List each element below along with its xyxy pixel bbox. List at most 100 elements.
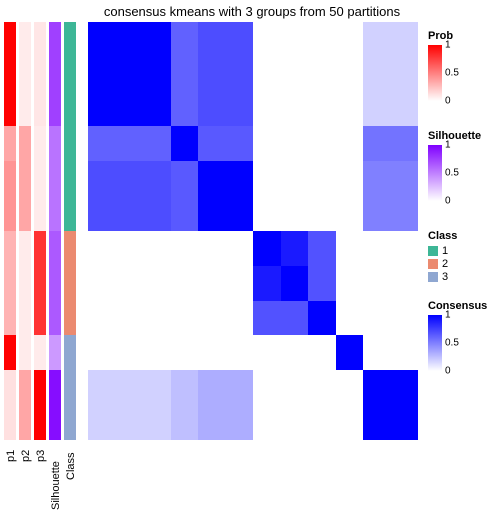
heatmap-cell [308,405,336,440]
heatmap-cell [143,266,171,301]
heatmap-cell [198,92,226,127]
heatmap-cell [88,370,116,405]
track-cell [64,92,76,127]
heatmap-cell [171,335,199,370]
legend-consensus: Consensus10.50 [428,300,500,371]
heatmap-cell [391,196,419,231]
heatmap-cell [253,405,281,440]
legend-title: Prob [428,30,500,42]
track-cell [64,57,76,92]
track-cell [64,22,76,57]
track-cell [64,126,76,161]
track-cell [19,301,31,336]
heatmap-cell [226,370,254,405]
track-cell [34,266,46,301]
track-cell [19,405,31,440]
heatmap-cell [308,161,336,196]
heatmap-cell [253,301,281,336]
heatmap-cell [363,335,391,370]
heatmap-cell [391,126,419,161]
heatmap-cell [281,161,309,196]
heatmap-cell [171,370,199,405]
heatmap-cell [363,370,391,405]
heatmap-cell [308,301,336,336]
heatmap-cell [171,301,199,336]
track-label-p2: p2 [20,450,32,462]
heatmap-cell [226,196,254,231]
heatmap-cell [198,126,226,161]
track-cell [4,126,16,161]
track-cell [19,92,31,127]
track-cell [49,405,61,440]
track-cell [4,370,16,405]
track-label-p3: p3 [35,450,47,462]
heatmap-cell [391,370,419,405]
heatmap-cell [116,22,144,57]
heatmap-cell [226,126,254,161]
heatmap-cell [88,57,116,92]
heatmap-cell [116,266,144,301]
legend-swatch [428,259,438,269]
heatmap-cell [363,126,391,161]
heatmap-cell [281,57,309,92]
heatmap-cell [308,335,336,370]
heatmap-cell [336,335,364,370]
legend-swatch [428,246,438,256]
track-cell [19,161,31,196]
heatmap-cell [308,196,336,231]
track-cell [49,57,61,92]
legend-ticks: 10.50 [445,315,475,371]
heatmap-cell [336,301,364,336]
track-cell [64,370,76,405]
track-cell [34,405,46,440]
track-cell [34,126,46,161]
track-cell [34,231,46,266]
consensus-heatmap [88,22,418,440]
heatmap-cell [226,266,254,301]
track-cell [19,335,31,370]
heatmap-cell [363,196,391,231]
track-cell [4,301,16,336]
track-p2 [19,22,31,440]
heatmap-cell [88,22,116,57]
heatmap-cell [116,92,144,127]
legend-gradient [428,145,442,201]
heatmap-cell [391,301,419,336]
heatmap-cell [88,196,116,231]
track-cell [34,335,46,370]
heatmap-cell [226,405,254,440]
heatmap-cell [253,231,281,266]
heatmap-cell [308,370,336,405]
track-cell [4,161,16,196]
heatmap-cell [391,22,419,57]
heatmap-cell [143,57,171,92]
heatmap-cell [198,161,226,196]
legend-tick: 0.5 [445,338,459,349]
heatmap-cell [281,126,309,161]
track-cell [34,196,46,231]
heatmap-cell [308,57,336,92]
heatmap-cell [143,126,171,161]
legend-tick: 1 [445,310,451,321]
track-cell [64,405,76,440]
heatmap-cell [336,126,364,161]
heatmap-cell [281,22,309,57]
legend-tick: 0.5 [445,168,459,179]
page-title: consensus kmeans with 3 groups from 50 p… [0,4,504,19]
heatmap-cell [198,405,226,440]
track-cell [19,57,31,92]
heatmap-cell [281,231,309,266]
track-cell [19,266,31,301]
heatmap-cell [391,231,419,266]
heatmap-cell [116,301,144,336]
track-cell [34,57,46,92]
legend-title: Class [428,230,500,242]
track-silhouette [49,22,61,440]
legend-tick: 1 [445,40,451,51]
legend-item: 2 [428,258,500,270]
legend-item: 1 [428,245,500,257]
track-cell [19,126,31,161]
legend-class: Class123 [428,230,500,284]
heatmap-cell [336,161,364,196]
legend-swatch [428,272,438,282]
